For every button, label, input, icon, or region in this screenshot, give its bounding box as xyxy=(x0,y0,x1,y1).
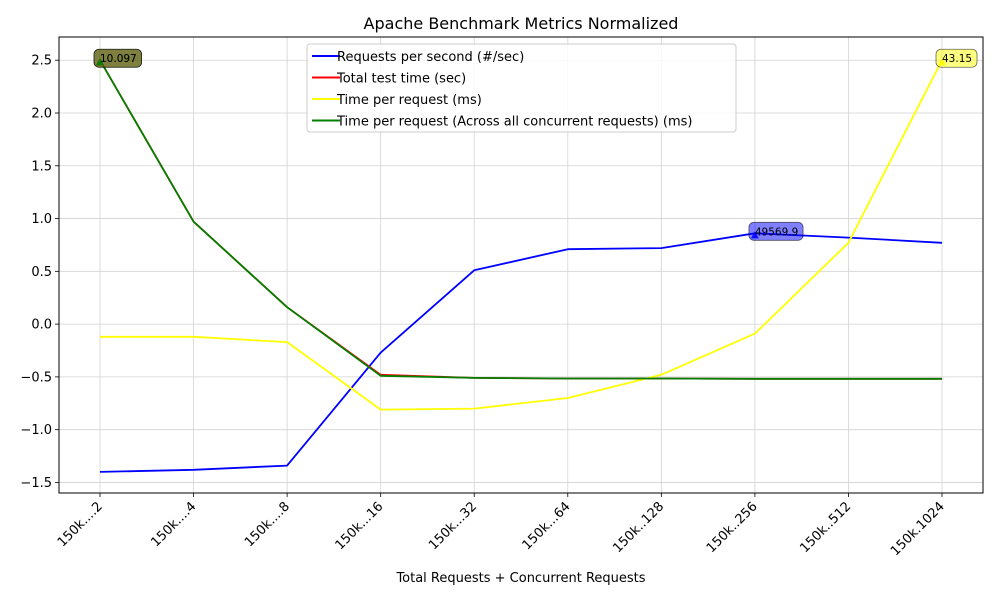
grid-layer xyxy=(59,37,983,493)
y-tick-label: 0.5 xyxy=(31,265,52,280)
annotation-label: 43.15 xyxy=(942,53,972,65)
legend-frame xyxy=(306,43,737,133)
chart-title: Apache Benchmark Metrics Normalized xyxy=(364,14,679,33)
y-tick-label: 1.5 xyxy=(31,159,52,174)
data-annotation: 49569.9 xyxy=(748,221,804,241)
legend-label: Requests per second (#/sec) xyxy=(337,50,524,65)
annotation-label: 10.097 xyxy=(100,53,137,65)
series-line xyxy=(99,59,942,380)
y-tick-label: 2.5 xyxy=(31,54,52,69)
annotation-box xyxy=(935,48,978,68)
plot-frame xyxy=(58,36,984,494)
x-axis-label: Total Requests + Concurrent Requests xyxy=(395,571,645,586)
annotation-box xyxy=(748,221,804,241)
legend-label: Time per request (Across all concurrent … xyxy=(336,115,692,130)
y-tick-label: −0.5 xyxy=(20,370,52,385)
annotation-box xyxy=(93,48,142,68)
y-tick-label: 2.0 xyxy=(31,107,52,122)
legend-label: Total test time (sec) xyxy=(336,72,466,87)
data-annotation: 43.15 xyxy=(935,48,978,68)
data-annotation: 10.097 xyxy=(93,48,142,68)
y-tick-label: 1.0 xyxy=(31,212,52,227)
y-tick-label: −1.0 xyxy=(20,423,52,438)
annotation-label: 49569.9 xyxy=(755,226,798,238)
y-tick-label: 0.0 xyxy=(31,318,52,333)
y-tick-label: −1.5 xyxy=(20,476,52,491)
legend: Requests per second (#/sec) Total test ti… xyxy=(306,43,737,133)
legend-label: Time per request (ms) xyxy=(336,93,482,108)
series-line xyxy=(100,59,943,411)
